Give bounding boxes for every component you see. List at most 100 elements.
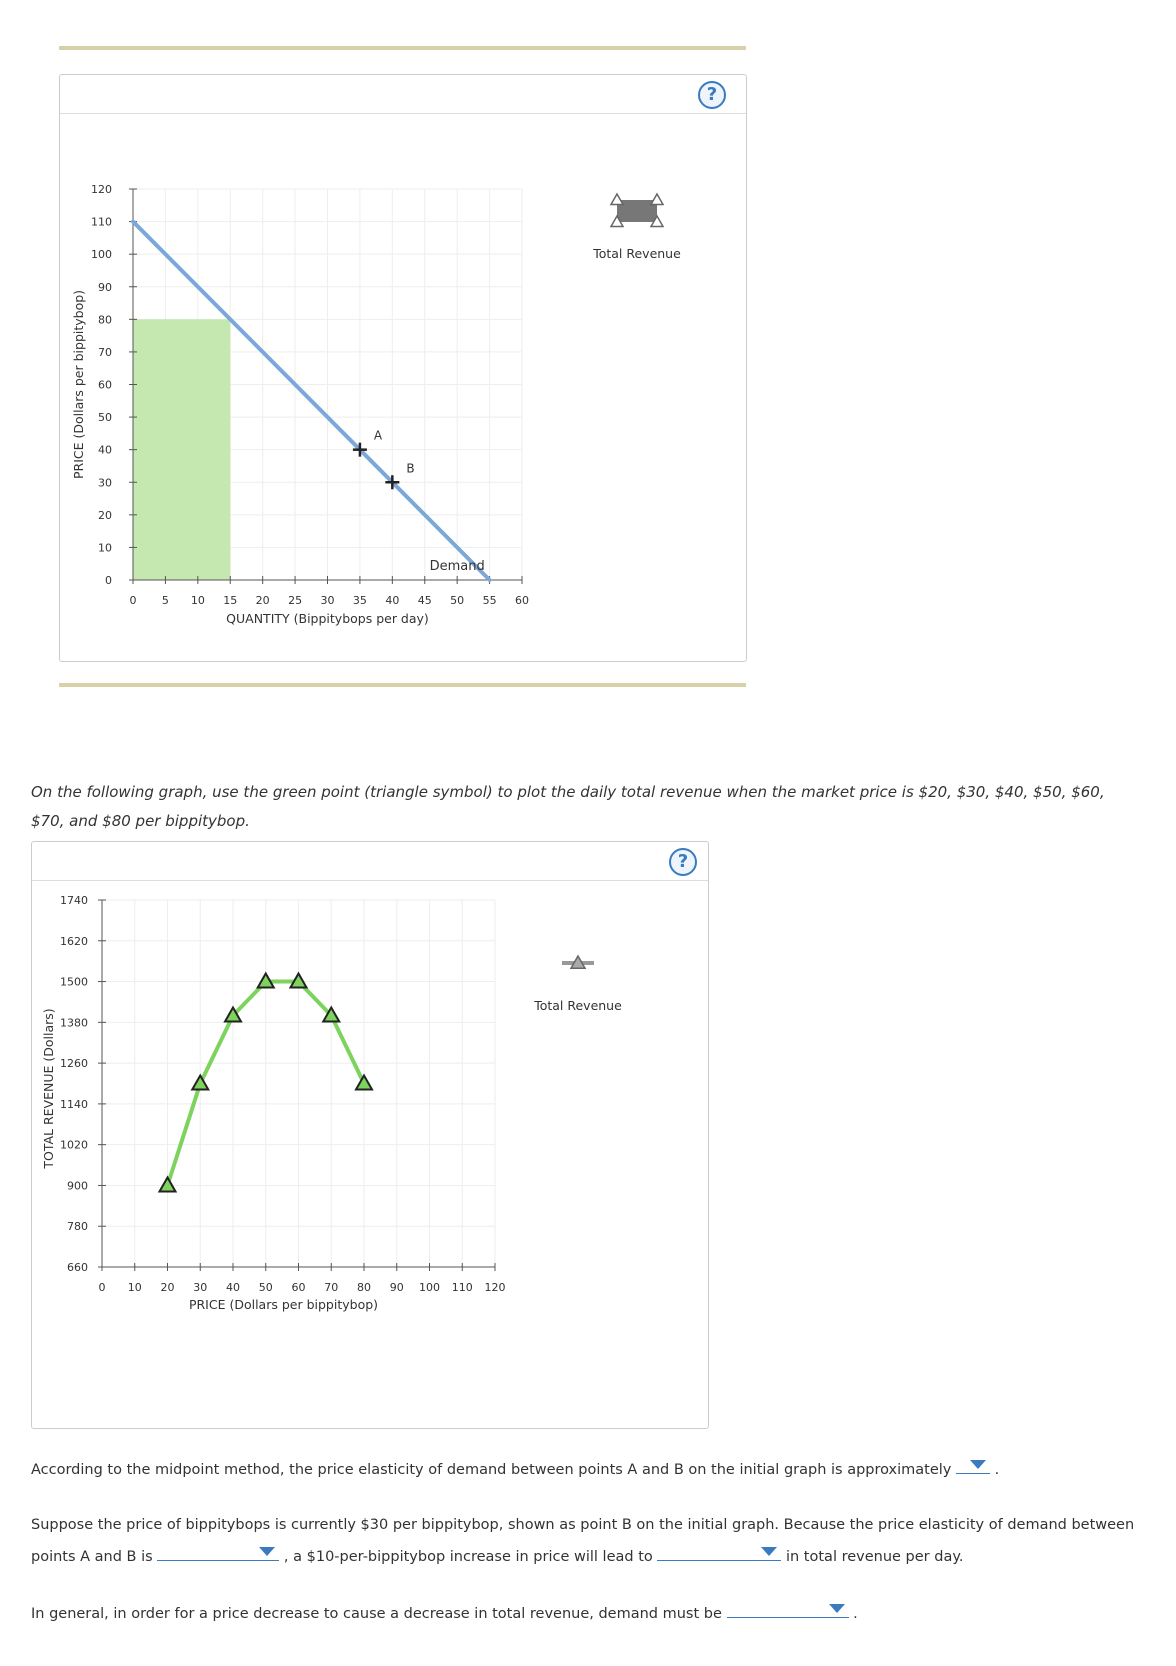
total-revenue-point	[256, 971, 276, 989]
y-tick-label: 60	[98, 379, 112, 392]
demand-graph-panel: ? 0 10 20 30 40 50 60 70 80 90 100 110 120 0 5 10 15 20 25…	[59, 74, 747, 662]
question-3-text: In general, in order for a price decreas…	[31, 1606, 722, 1622]
total-revenue-point	[157, 1175, 178, 1193]
total-revenue-area	[133, 319, 231, 580]
triangle-icon	[649, 192, 665, 206]
x-tick-label: 40	[226, 1281, 240, 1294]
total-revenue-point	[354, 1073, 374, 1091]
x-tick-label: 90	[390, 1281, 404, 1294]
y-tick-label: 1260	[60, 1057, 88, 1070]
x-tick-label: 80	[357, 1281, 371, 1294]
total-revenue-point	[190, 1073, 210, 1091]
panel-header	[60, 75, 746, 114]
x-tick-label: 10	[128, 1281, 142, 1294]
y-tick-label: 30	[98, 476, 112, 489]
x-tick-label: 30	[193, 1281, 207, 1294]
question-1-end: .	[994, 1462, 1000, 1478]
y-tick-label: 900	[67, 1179, 88, 1192]
question-2-end: in total revenue per day.	[785, 1549, 964, 1565]
revenue-change-dropdown[interactable]	[657, 1540, 782, 1561]
panel-header	[32, 842, 708, 881]
y-tick-label: 1740	[60, 894, 88, 907]
question-3: In general, in order for a price decreas…	[31, 1597, 858, 1629]
dropdown-arrow-icon	[761, 1547, 778, 1556]
total-revenue-point	[223, 1005, 243, 1023]
x-tick-label: 60	[292, 1281, 306, 1294]
question-2-pre: points A and B is	[31, 1549, 153, 1565]
dropdown-arrow-icon	[828, 1604, 845, 1613]
x-tick-label: 10	[191, 594, 205, 607]
x-tick-label: 110	[452, 1281, 473, 1294]
y-tick-label: 20	[98, 509, 112, 522]
x-tick-label: 35	[353, 594, 367, 607]
y-axis-label: PRICE (Dollars per bippitybop)	[71, 290, 86, 479]
help-button[interactable]: ?	[669, 848, 697, 876]
triangle-icon	[649, 214, 665, 228]
y-tick-label: 90	[98, 281, 112, 294]
x-tick-label: 5	[162, 594, 169, 607]
y-tick-label: 1620	[60, 935, 88, 948]
total-revenue-legend-label: Total Revenue	[592, 246, 681, 261]
y-tick-label: 660	[67, 1261, 88, 1274]
y-tick-label: 1020	[60, 1139, 88, 1152]
y-tick-label: 40	[98, 444, 112, 457]
x-tick-label: 100	[419, 1281, 440, 1294]
x-tick-label: 50	[450, 594, 464, 607]
total-revenue-graph-panel: ? 660 780 900 1020 1140 1260 1380 1500 1620 1740 0…	[31, 841, 709, 1429]
elasticity-value-dropdown[interactable]	[956, 1453, 990, 1474]
question-3-end: .	[853, 1606, 858, 1622]
x-tick-label: 120	[485, 1281, 506, 1294]
total-revenue-point	[321, 1005, 341, 1023]
point-a-label: A	[374, 429, 383, 443]
question-2-mid: , a $10-per-bippitybop increase in price…	[283, 1549, 653, 1565]
y-tick-label: 100	[91, 248, 112, 261]
x-tick-label: 30	[321, 594, 335, 607]
instruction-text: On the following graph, use the green po…	[31, 783, 1105, 830]
x-tick-label: 20	[256, 594, 270, 607]
dropdown-arrow-icon	[970, 1460, 986, 1469]
question-2-line-2: points A and B is , a $10-per-bippitybop…	[31, 1540, 963, 1572]
x-tick-label: 40	[385, 594, 399, 607]
y-tick-label: 0	[105, 574, 112, 587]
x-axis-label: QUANTITY (Bippitybops per day)	[226, 611, 429, 626]
demand-type-dropdown[interactable]	[726, 1597, 849, 1618]
top-rule	[59, 46, 746, 50]
y-tick-label: 1380	[60, 1016, 88, 1029]
elasticity-type-dropdown[interactable]	[157, 1540, 280, 1561]
x-tick-label: 60	[515, 594, 529, 607]
y-tick-label: 70	[98, 346, 112, 359]
x-tick-label: 70	[324, 1281, 338, 1294]
legend-triangle-icon	[569, 954, 587, 969]
triangle-icon	[609, 214, 625, 228]
y-tick-label: 120	[91, 183, 112, 196]
x-tick-label: 15	[223, 594, 237, 607]
x-tick-label: 55	[483, 594, 497, 607]
total-revenue-legend-icon	[617, 200, 657, 222]
x-tick-label: 0	[130, 594, 137, 607]
y-tick-label: 780	[67, 1220, 88, 1233]
demand-chart: 0 10 20 30 40 50 60 70 80 90 100 110 120 0 5 10 15 20 25 30…	[71, 183, 681, 626]
bottom-rule	[59, 683, 746, 687]
point-b-label: B	[406, 461, 414, 475]
question-2-text: Suppose the price of bippitybops is curr…	[31, 1517, 1135, 1533]
x-tick-label: 50	[259, 1281, 273, 1294]
y-axis-label: TOTAL REVENUE (Dollars)	[41, 1008, 56, 1169]
demand-curve	[131, 219, 492, 582]
y-tick-label: 1140	[60, 1098, 88, 1111]
x-tick-label: 45	[418, 594, 432, 607]
y-tick-label: 10	[98, 541, 112, 554]
y-tick-label: 110	[91, 216, 112, 229]
x-tick-label: 0	[99, 1281, 106, 1294]
question-1-text: According to the midpoint method, the pr…	[31, 1462, 952, 1478]
y-tick-label: 50	[98, 411, 112, 424]
question-2-line-1: Suppose the price of bippitybops is curr…	[31, 1511, 1134, 1540]
x-tick-label: 20	[161, 1281, 175, 1294]
y-tick-label: 1500	[60, 976, 88, 989]
triangle-icon	[609, 192, 625, 206]
question-1: According to the midpoint method, the pr…	[31, 1453, 999, 1485]
help-button[interactable]: ?	[698, 81, 726, 109]
total-revenue-legend-label: Total Revenue	[533, 998, 622, 1013]
total-revenue-point	[288, 971, 309, 989]
demand-curve-label: Demand	[430, 559, 485, 574]
